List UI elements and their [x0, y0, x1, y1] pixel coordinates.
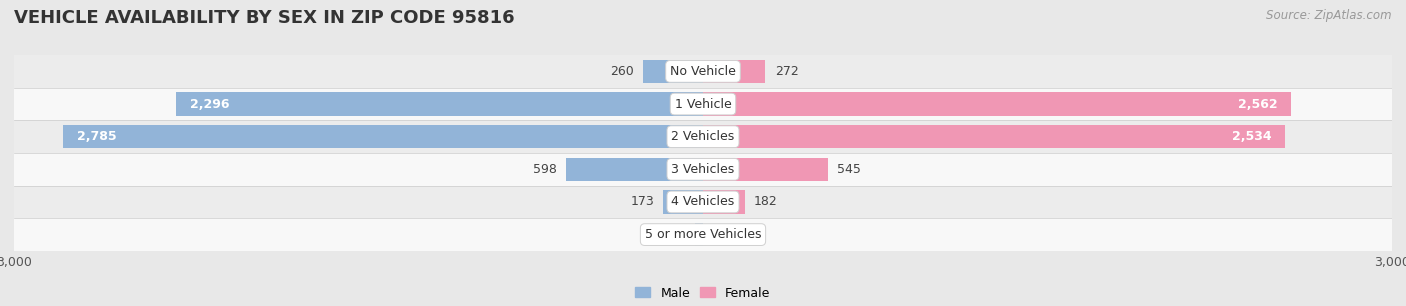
Text: 1 Vehicle: 1 Vehicle [675, 98, 731, 110]
Bar [14, 153, 1392, 186]
Text: 2,562: 2,562 [1237, 98, 1278, 110]
Text: 0: 0 [713, 228, 720, 241]
Text: 260: 260 [610, 65, 634, 78]
Bar [176, 92, 703, 116]
Text: 2,296: 2,296 [190, 98, 229, 110]
Text: Source: ZipAtlas.com: Source: ZipAtlas.com [1267, 9, 1392, 22]
Bar [63, 125, 703, 148]
Bar [644, 60, 703, 83]
Legend: Male, Female: Male, Female [636, 286, 770, 300]
Bar [703, 125, 1285, 148]
Bar [703, 158, 828, 181]
Text: 173: 173 [630, 196, 654, 208]
Text: 3 Vehicles: 3 Vehicles [672, 163, 734, 176]
Text: 4 Vehicles: 4 Vehicles [672, 196, 734, 208]
Text: 272: 272 [775, 65, 799, 78]
Bar [14, 120, 1392, 153]
Text: 2,785: 2,785 [77, 130, 117, 143]
Text: 2 Vehicles: 2 Vehicles [672, 130, 734, 143]
Text: VEHICLE AVAILABILITY BY SEX IN ZIP CODE 95816: VEHICLE AVAILABILITY BY SEX IN ZIP CODE … [14, 9, 515, 27]
Bar [703, 190, 745, 214]
Text: 545: 545 [838, 163, 862, 176]
Text: 5 or more Vehicles: 5 or more Vehicles [645, 228, 761, 241]
Bar [703, 60, 765, 83]
Bar [14, 88, 1392, 120]
Bar [14, 218, 1392, 251]
Text: 182: 182 [754, 196, 778, 208]
Text: 34: 34 [671, 228, 686, 241]
Text: 598: 598 [533, 163, 557, 176]
Bar [14, 55, 1392, 88]
Text: 2,534: 2,534 [1232, 130, 1271, 143]
Bar [695, 223, 703, 246]
Text: No Vehicle: No Vehicle [671, 65, 735, 78]
Bar [565, 158, 703, 181]
Bar [664, 190, 703, 214]
Bar [14, 186, 1392, 218]
Bar [703, 92, 1291, 116]
